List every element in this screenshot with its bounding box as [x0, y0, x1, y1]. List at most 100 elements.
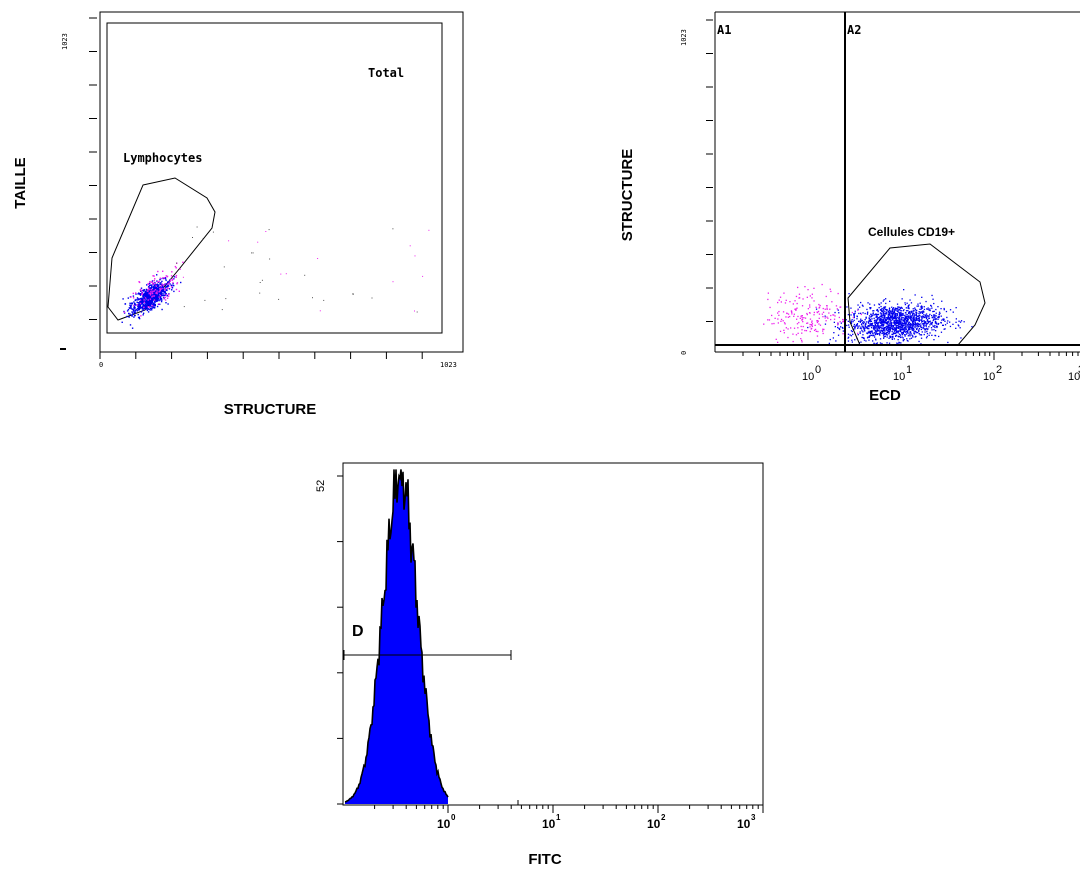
plot1-event-point — [153, 295, 155, 297]
plot1-event-point — [155, 300, 157, 303]
plot1-event-point — [151, 301, 153, 303]
plot1-sparse-point — [202, 238, 203, 240]
plot1-sparse-point — [352, 294, 354, 295]
plot1-event-point — [145, 294, 148, 296]
plot1-event-point — [121, 321, 123, 323]
plot2-event-point — [842, 327, 844, 329]
plot1-event-point — [147, 292, 149, 294]
plot2-event-point — [900, 326, 902, 328]
plot2-event-point — [854, 312, 856, 314]
plot2-event-point — [837, 323, 839, 325]
plot2-event-point — [872, 326, 875, 328]
plot2-event-point — [873, 320, 876, 322]
plot2-event-point — [896, 331, 898, 333]
plot2-event-point — [955, 327, 957, 329]
plot1-event-point — [133, 301, 135, 303]
plot2-event-point — [905, 323, 907, 325]
plot2-event-point — [834, 326, 836, 328]
plot2-event-point — [902, 331, 905, 333]
plot2-event-point — [875, 320, 877, 322]
plot2-event-point — [933, 310, 935, 312]
plot1-event-point — [145, 293, 147, 296]
plot2-event-point — [898, 316, 901, 319]
plot2-event-point — [842, 320, 845, 323]
plot2-event-point — [854, 339, 856, 341]
plot2-event-point — [894, 308, 896, 310]
plot1-event-point — [161, 288, 163, 290]
plot2-event-point — [901, 313, 903, 315]
plot1-sparse-point — [352, 293, 354, 295]
plot2-event-point — [881, 330, 883, 332]
plot1-event-point — [152, 275, 154, 277]
plot2-event-point — [960, 320, 963, 322]
plot2-event-point — [879, 319, 881, 321]
plot2-event-point — [897, 306, 899, 308]
plot2-event-point — [937, 316, 939, 319]
plot2-event-point — [839, 321, 841, 323]
plot2-event-point — [909, 312, 911, 314]
plot2-event-point — [811, 320, 813, 322]
plot1-event-point — [149, 281, 151, 283]
plot1-sparse-point — [422, 275, 424, 277]
plot2-event-point — [900, 330, 902, 333]
plot2-event-point — [870, 316, 872, 318]
plot2-event-point — [811, 297, 813, 299]
plot2-event-point — [825, 320, 827, 322]
plot2-event-point — [922, 323, 924, 325]
plot1-event-point — [139, 299, 142, 301]
plot1-event-point — [152, 299, 154, 301]
plot2-event-point — [908, 329, 910, 331]
plot1-sparse-point — [259, 282, 261, 283]
plot1-event-point — [143, 294, 145, 296]
plot2-event-point — [888, 318, 890, 321]
plot2-event-point — [858, 312, 860, 315]
plot2-event-point — [860, 318, 862, 320]
plot2-event-point — [859, 306, 861, 308]
plot2-event-point — [795, 309, 797, 311]
plot2-event-point — [907, 318, 909, 320]
plot2-event-point — [865, 326, 867, 328]
plot1-sparse-point — [278, 298, 280, 300]
plot2-event-point — [927, 321, 929, 323]
plot1-event-point — [155, 287, 157, 290]
plot2-event-point — [866, 326, 869, 328]
plot2-event-point — [938, 322, 940, 325]
plot2-event-point — [938, 335, 940, 338]
plot2-event-point — [835, 340, 837, 342]
plot2-event-point — [924, 328, 926, 330]
plot2-event-point — [819, 304, 821, 307]
plot2-event-point — [856, 324, 858, 326]
plot2-event-point — [787, 316, 789, 318]
plot1-event-point — [138, 304, 140, 306]
plot2-event-point — [941, 319, 943, 321]
plot2-event-point — [912, 308, 914, 310]
plot2-event-point — [873, 328, 875, 331]
plot2-event-point — [767, 319, 769, 321]
plot1-event-point — [153, 290, 156, 292]
plot2-event-point — [884, 327, 886, 329]
plot2-event-point — [895, 328, 897, 331]
plot2-event-point — [860, 312, 862, 314]
plot2-event-point — [818, 306, 821, 308]
plot2-event-point — [898, 327, 900, 329]
plot1-event-point — [142, 308, 144, 310]
plot2-event-point — [924, 331, 926, 333]
plot2-event-point — [915, 332, 917, 334]
plot2-event-point — [809, 323, 811, 326]
plot2-event-point — [880, 308, 883, 310]
plot2-event-point — [901, 324, 903, 326]
plot1-event-point — [147, 289, 149, 291]
plot2-event-point — [895, 315, 897, 317]
plot2-event-point — [849, 334, 851, 336]
plot2-event-point — [938, 313, 940, 316]
plot1-event-point — [137, 293, 139, 295]
plot1-event-point — [148, 294, 150, 297]
plot1-event-point — [148, 306, 151, 308]
plot2-event-point — [888, 342, 891, 344]
plot1-event-point — [136, 304, 139, 306]
plot2-event-point — [936, 322, 938, 324]
plot2-event-point — [797, 332, 799, 334]
plot2-event-point — [874, 321, 876, 324]
plot2-y-axis-label: STRUCTURE — [619, 149, 636, 242]
plot2-event-point — [866, 308, 868, 311]
